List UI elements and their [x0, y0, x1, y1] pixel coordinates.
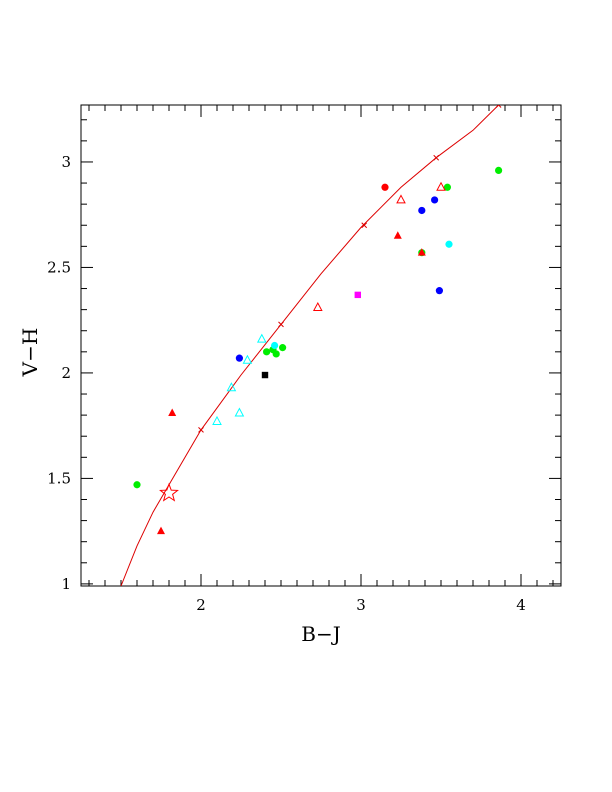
- data-point-open-triangle: [226, 382, 237, 392]
- curve-marker: [278, 321, 284, 328]
- y-axis-title: V−H: [18, 328, 42, 378]
- data-point-open-triangle: [212, 415, 222, 425]
- y-tick-label: 1.5: [47, 469, 71, 487]
- axis-ticks: [81, 105, 561, 586]
- tick-labels: 2 3 4 1 1.5 2 2.5 3: [47, 153, 526, 614]
- data-point-circle: [495, 166, 503, 174]
- data-point-circle: [443, 183, 451, 191]
- data-point-triangle: [157, 526, 165, 535]
- data-point-open-triangle: [234, 407, 245, 417]
- data-point-circle: [272, 350, 280, 358]
- data-point-circle: [263, 348, 271, 356]
- data-point-circle: [235, 354, 243, 362]
- data-point-circle: [445, 240, 453, 248]
- data-point-open-triangle: [256, 333, 267, 343]
- data-point-open-triangle: [312, 301, 323, 312]
- curve-marker: [361, 222, 368, 229]
- data-point-open-triangle: [242, 354, 253, 364]
- fit-curve-layer: [120, 105, 502, 586]
- data-point-circle: [279, 344, 287, 352]
- data-point-open-triangle: [436, 181, 446, 191]
- data-point-square: [354, 291, 361, 299]
- data-point-triangle: [393, 231, 402, 239]
- y-tick-label: 2.5: [47, 258, 71, 276]
- x-tick-label: 2: [196, 596, 206, 614]
- data-point-circle: [431, 196, 439, 204]
- y-tick-label: 1: [61, 575, 71, 593]
- data-points: [133, 166, 503, 535]
- y-tick-label: 2: [61, 364, 71, 382]
- data-point-square: [261, 371, 269, 379]
- y-tick-label: 3: [61, 153, 71, 171]
- curve-marker: [198, 427, 204, 433]
- x-tick-label: 3: [356, 596, 366, 614]
- plot-frame: [80, 104, 562, 587]
- x-tick-label: 4: [516, 596, 526, 614]
- data-point-circle: [271, 341, 279, 350]
- data-point-open-triangle: [396, 194, 406, 204]
- data-point-circle: [435, 287, 443, 295]
- fit-curve: [120, 105, 499, 586]
- data-point-star: [159, 482, 179, 502]
- x-axis-title: B−J: [301, 622, 340, 646]
- data-point-triangle: [417, 248, 426, 256]
- curve-marker: [495, 105, 502, 108]
- data-point-circle: [381, 183, 389, 191]
- data-point-triangle: [168, 408, 177, 417]
- data-point-circle: [133, 481, 141, 489]
- data-point-circle: [418, 206, 426, 215]
- curve-marker: [433, 154, 440, 161]
